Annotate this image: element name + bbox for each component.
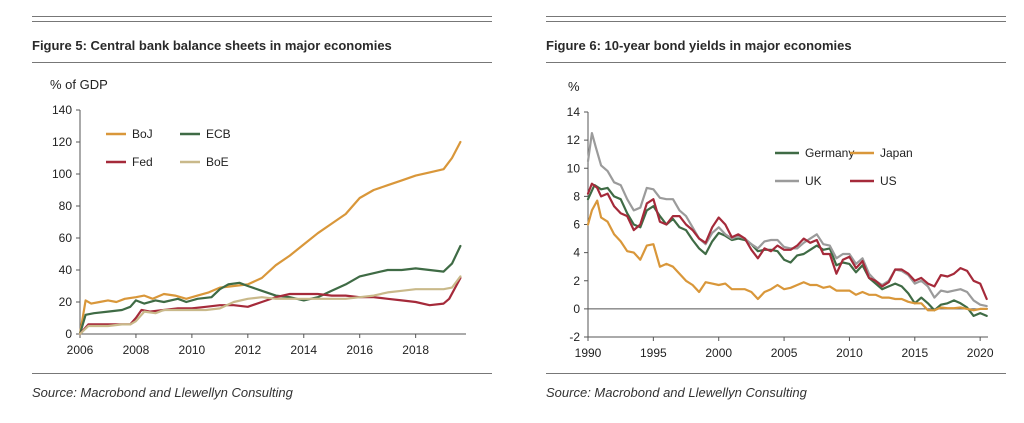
y-tick-label: 120	[52, 135, 72, 149]
y-tick-label: 14	[567, 105, 581, 119]
bond-yields-chart: % -2 0 2 4 6 8 10 12 14 1990 1995 2000 2005 2010 2015 20…	[567, 79, 994, 360]
y-tick-label: 40	[59, 263, 73, 277]
figure-6-panel: Figure 6: 10-year bond yields in major e…	[546, 0, 1006, 423]
legend-label-germany: Germany	[805, 146, 854, 160]
legend-label-ecb: ECB	[206, 127, 231, 141]
series-line-ecb	[78, 244, 462, 336]
series-line-fed	[78, 276, 462, 336]
top-rule	[546, 16, 1006, 17]
x-tick-label: 2012	[234, 343, 261, 357]
figure-source: Source: Macrobond and Llewellyn Consulti…	[32, 385, 293, 400]
legend-label-japan: Japan	[880, 146, 913, 160]
series-line-boj	[78, 140, 462, 336]
legend-label-boe: BoE	[206, 155, 229, 169]
title-rule	[546, 62, 1006, 63]
legend-item-fed: Fed	[106, 155, 153, 169]
series-line-japan	[586, 199, 988, 312]
y-axis-label: % of GDP	[50, 77, 108, 92]
y-tick-label: -2	[569, 330, 580, 344]
y-tick-label: 12	[567, 133, 581, 147]
x-tick-label: 2005	[771, 346, 798, 360]
title-rule	[32, 62, 492, 63]
x-tick-label: 2008	[123, 343, 150, 357]
x-tick-label: 2010	[179, 343, 206, 357]
legend-item-us: US	[850, 174, 897, 188]
series-line-us	[586, 182, 988, 301]
legend-label-boj: BoJ	[132, 127, 153, 141]
y-axis-label: %	[568, 79, 580, 94]
figure-source: Source: Macrobond and Llewellyn Consulti…	[546, 385, 807, 400]
x-tick-label: 2014	[290, 343, 317, 357]
top-rule-secondary	[546, 21, 1006, 22]
y-tick-label: 4	[573, 246, 580, 260]
y-tick-label: 140	[52, 103, 72, 117]
y-tick-label: 20	[59, 295, 73, 309]
y-tick-label: 0	[573, 302, 580, 316]
legend-item-uk: UK	[775, 174, 822, 188]
x-tick-label: 2015	[901, 346, 928, 360]
figure-5-panel: Figure 5: Central bank balance sheets in…	[32, 0, 492, 423]
x-tick-label: 1990	[575, 346, 602, 360]
balance-sheet-chart: % of GDP 0 20 40 60 80 100 120 140 2006 2008 2010 20…	[50, 77, 466, 357]
y-tick-label: 100	[52, 167, 72, 181]
series-line-germany	[586, 183, 988, 317]
legend-label-us: US	[880, 174, 897, 188]
figure-title: Figure 5: Central bank balance sheets in…	[32, 38, 392, 53]
top-rule-secondary	[32, 21, 492, 22]
y-tick-label: 10	[567, 161, 581, 175]
x-tick-label: 2016	[346, 343, 373, 357]
top-rule	[32, 16, 492, 17]
x-tick-label: 2010	[836, 346, 863, 360]
series-line-boe	[78, 275, 462, 336]
legend-item-boj: BoJ	[106, 127, 153, 141]
legend-item-ecb: ECB	[180, 127, 231, 141]
legend-item-japan: Japan	[850, 146, 913, 160]
x-tick-label: 2018	[402, 343, 429, 357]
x-tick-label: 1995	[640, 346, 667, 360]
y-tick-label: 60	[59, 231, 73, 245]
x-tick-label: 2006	[67, 343, 94, 357]
y-tick-label: 0	[65, 327, 72, 341]
legend-item-germany: Germany	[775, 146, 854, 160]
legend-label-uk: UK	[805, 174, 822, 188]
x-tick-label: 2000	[705, 346, 732, 360]
legend-label-fed: Fed	[132, 155, 153, 169]
y-tick-label: 8	[573, 189, 580, 203]
legend-item-boe: BoE	[180, 155, 229, 169]
series-line-uk	[586, 131, 988, 308]
y-tick-label: 80	[59, 199, 73, 213]
bottom-rule	[546, 373, 1006, 374]
bottom-rule	[32, 373, 492, 374]
y-tick-label: 6	[573, 218, 580, 232]
figure-title: Figure 6: 10-year bond yields in major e…	[546, 38, 852, 53]
y-tick-label: 2	[573, 274, 580, 288]
x-tick-label: 2020	[967, 346, 994, 360]
